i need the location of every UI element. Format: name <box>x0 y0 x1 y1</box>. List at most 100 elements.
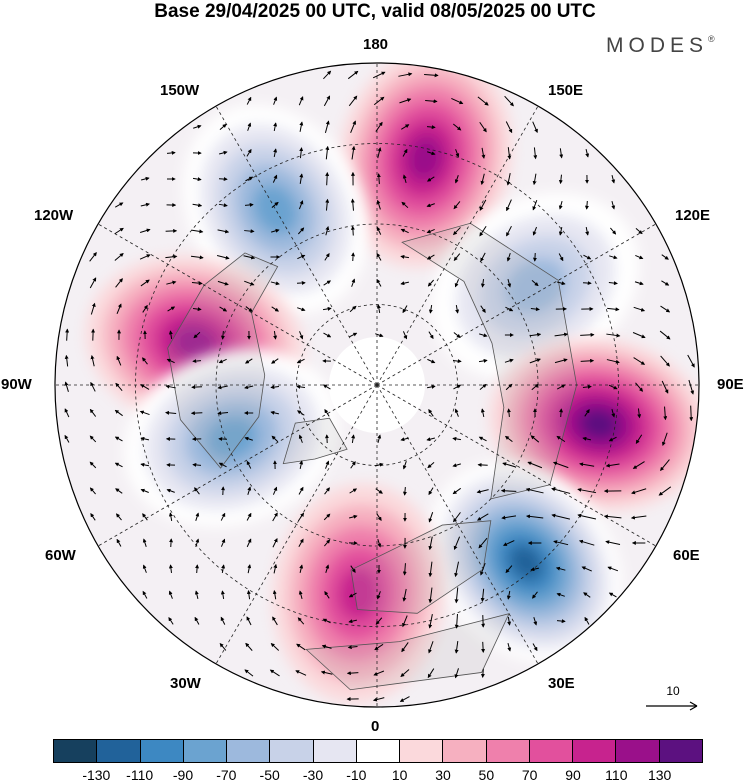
wind-vector <box>479 199 487 211</box>
wind-vector <box>296 358 305 364</box>
wind-vector <box>166 358 175 364</box>
wind-vector <box>351 434 356 444</box>
wind-vector <box>166 488 175 493</box>
colorbar-swatch <box>356 740 401 762</box>
colorbar-tick-label: -50 <box>259 767 280 783</box>
wind-vector <box>556 384 566 390</box>
wind-vector <box>477 462 488 467</box>
wind-vectors <box>64 70 695 702</box>
wind-vector <box>689 405 694 422</box>
wind-vector <box>399 696 410 702</box>
colorbar <box>53 739 703 763</box>
wind-vector <box>325 564 330 573</box>
wind-vector <box>453 227 461 236</box>
wind-vector <box>299 121 304 132</box>
wind-vector <box>299 460 304 470</box>
wind-vector <box>349 514 358 519</box>
wind-vector <box>661 254 669 260</box>
wind-vector <box>529 358 541 364</box>
wind-vector <box>454 561 460 578</box>
wind-vector <box>428 641 434 654</box>
wind-vector <box>659 330 671 340</box>
colorbar-swatch <box>443 740 487 762</box>
wind-vector <box>115 382 123 391</box>
wind-vector <box>500 488 517 493</box>
wind-vector <box>272 486 278 495</box>
wind-vector <box>635 228 643 235</box>
wind-vector <box>402 615 408 628</box>
wind-vector <box>324 408 330 417</box>
wind-vector <box>376 226 382 235</box>
wind-vector <box>532 121 538 134</box>
chart-title: Base 29/04/2025 00 UTC, valid 08/05/2025… <box>154 1 596 22</box>
wind-vector <box>530 307 540 312</box>
wind-vector <box>350 120 357 134</box>
wind-vector <box>273 122 278 132</box>
wind-vector <box>192 177 202 182</box>
wind-vector <box>532 591 538 599</box>
wind-vector <box>218 358 227 364</box>
wind-vector <box>247 486 252 495</box>
wind-vector <box>270 410 280 415</box>
wind-vector <box>194 590 199 600</box>
wind-vector <box>350 565 356 573</box>
wind-vector <box>424 73 439 78</box>
wind-vector <box>400 437 409 442</box>
wind-vector <box>165 410 177 415</box>
wind-vector <box>324 252 330 261</box>
wind-vector <box>272 616 278 626</box>
wind-vector <box>220 538 226 547</box>
wind-vector <box>351 145 356 160</box>
wind-vector <box>347 70 359 80</box>
wind-vector <box>453 512 461 523</box>
wind-vector <box>246 460 252 469</box>
wind-vector <box>168 590 173 599</box>
wind-vector <box>271 201 279 208</box>
wind-vector <box>218 177 228 182</box>
wind-vector <box>191 281 203 286</box>
wind-vector <box>605 463 620 468</box>
wind-vector <box>193 124 202 129</box>
wind-vector <box>426 203 435 208</box>
wind-vector <box>350 461 356 469</box>
wind-vector <box>556 435 566 443</box>
wind-vector <box>453 332 461 338</box>
negative-anomaly <box>183 104 369 314</box>
wind-vector <box>298 590 303 599</box>
wind-vector <box>325 198 330 211</box>
wind-vector <box>428 587 433 604</box>
wind-vector <box>295 670 307 676</box>
wind-vector <box>89 408 97 417</box>
wind-vector <box>506 590 511 600</box>
wind-vector <box>452 123 462 131</box>
wind-vector <box>247 122 252 131</box>
wind-vector <box>454 587 459 604</box>
wind-vector <box>322 618 331 624</box>
wind-vector <box>114 462 123 468</box>
wind-vector <box>426 228 435 234</box>
wind-vector <box>373 670 385 676</box>
wind-vector <box>658 486 672 496</box>
wind-vector <box>454 640 459 654</box>
wind-vector <box>611 409 616 418</box>
wind-vector <box>427 151 436 156</box>
wind-vector <box>555 566 566 571</box>
wind-vector <box>428 561 433 578</box>
colorbar-tick-label: 90 <box>565 767 581 783</box>
wind-vector <box>452 436 462 441</box>
wind-vector <box>530 567 540 572</box>
wind-vector <box>140 176 150 181</box>
wind-vector <box>374 643 384 651</box>
wind-vector <box>452 359 462 364</box>
wind-vector <box>114 436 123 442</box>
wind-vector <box>633 306 646 312</box>
wind-vector <box>428 511 434 523</box>
wind-vector <box>401 201 409 209</box>
wind-vector <box>556 592 565 597</box>
wind-vector <box>140 436 150 441</box>
wind-vector <box>218 462 227 468</box>
wind-vector <box>507 147 512 160</box>
land-outline <box>401 222 578 500</box>
wind-vector <box>298 486 304 495</box>
wind-vector <box>480 562 486 576</box>
